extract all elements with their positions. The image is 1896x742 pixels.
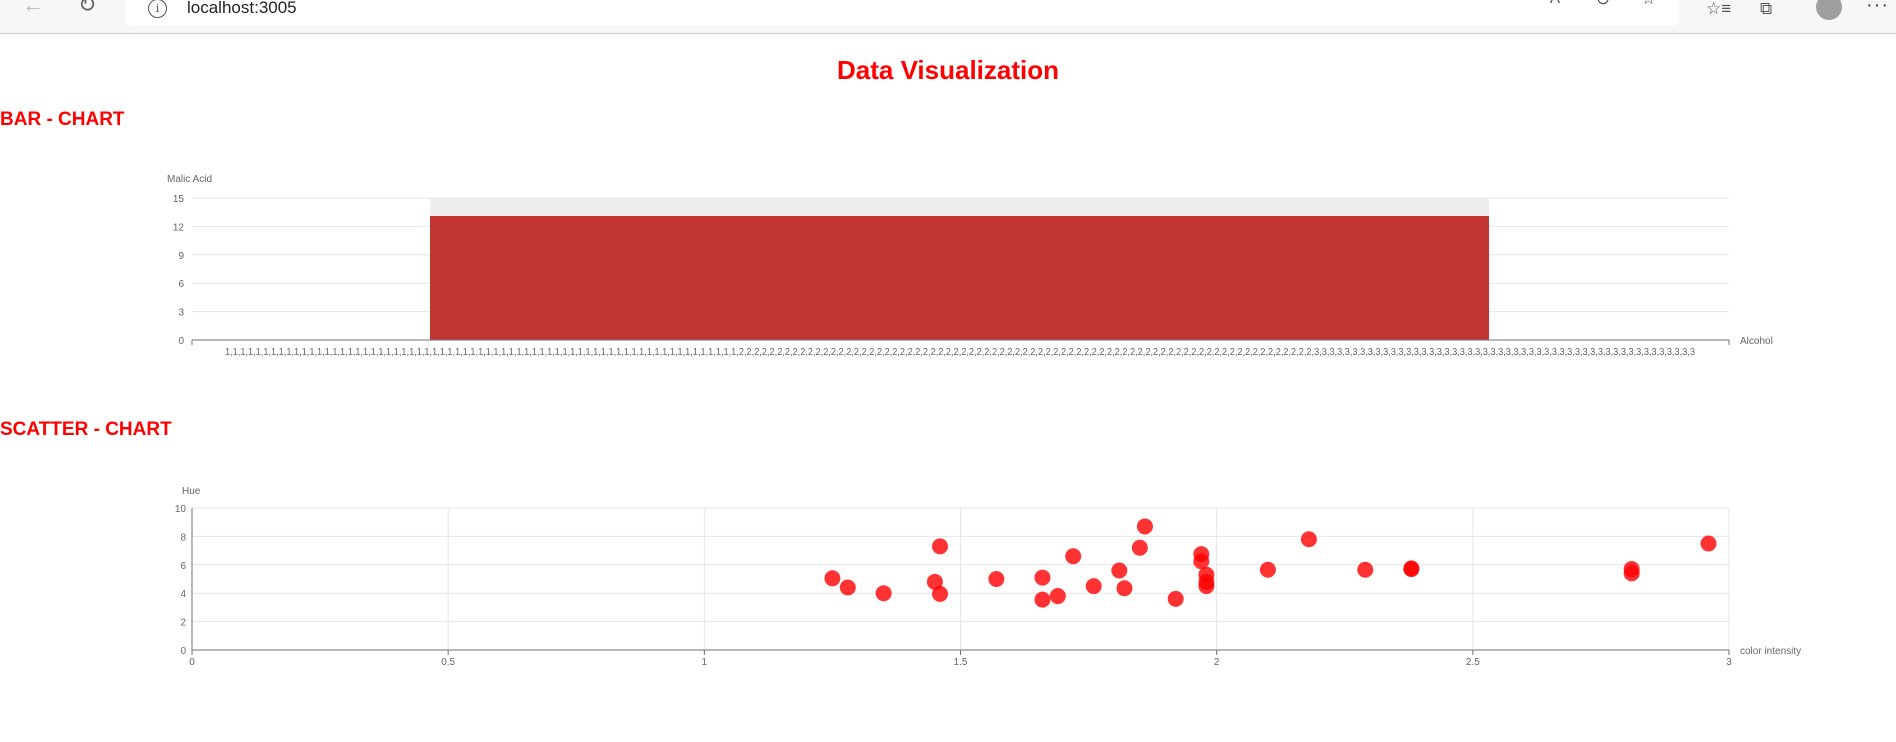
y-axis-label: Hue — [182, 486, 201, 497]
scatter-point — [932, 585, 949, 602]
url-text[interactable]: localhost:3005 — [187, 0, 297, 17]
scatter-point — [1357, 561, 1374, 578]
scatter-chart: 0 2 4 6 8 10 0 0.5 1 1.5 2 2.5 3 Hue color intensity — [175, 486, 1801, 668]
page-title: Data Visualization — [836, 55, 1060, 85]
scatter-point — [1700, 535, 1717, 552]
y-axis-label: Malic Acid — [167, 174, 212, 185]
scatter-point — [932, 538, 949, 555]
y-tick-label: 0 — [180, 646, 186, 657]
bar-chart: 0 3 6 9 12 15 1,1,1,1,1,1,1,1,1,1,1,1,1,1,1,1,… — [167, 174, 1773, 358]
scatter-point — [926, 573, 943, 590]
scatter-point — [1198, 578, 1215, 595]
x-axis-label: Alcohol — [1740, 336, 1773, 347]
x-tick-label: 2.5 — [1466, 657, 1480, 668]
favorite-add-icon[interactable]: ☆ — [1641, 0, 1656, 7]
scatter-point — [1403, 561, 1420, 578]
x-axis-label: color intensity — [1740, 646, 1801, 657]
scatter-point — [824, 570, 841, 587]
scatter-point — [1034, 569, 1051, 586]
y-tick-label: 2 — [180, 618, 186, 629]
y-tick-label: 0 — [178, 336, 184, 347]
scatter-point — [839, 579, 856, 596]
back-arrow-icon[interactable]: ← — [22, 0, 44, 17]
refresh-icon[interactable]: ↻ — [78, 0, 97, 17]
y-tick-label: 9 — [178, 251, 184, 262]
y-tick-label: 6 — [180, 561, 186, 572]
scatter-point — [1085, 578, 1102, 595]
scatter-point — [1623, 565, 1640, 582]
x-tick-label: 0 — [189, 657, 195, 668]
x-tick-label: 2 — [1214, 657, 1220, 668]
y-tick-label: 3 — [178, 308, 184, 319]
scatter-point — [1167, 590, 1184, 607]
scatter-point — [1131, 539, 1148, 556]
read-aloud-icon[interactable]: A” — [1550, 0, 1565, 7]
scatter-point — [875, 585, 892, 602]
y-tick-label: 8 — [180, 532, 186, 543]
scatter-point — [1259, 561, 1276, 578]
scatter-point — [1116, 580, 1133, 597]
profile-avatar[interactable] — [1816, 0, 1842, 20]
y-tick-label: 15 — [173, 194, 185, 205]
scatter-point — [1300, 531, 1317, 548]
scatter-point — [1111, 562, 1128, 579]
more-icon[interactable]: ··· — [1866, 0, 1889, 16]
scatter-point — [1193, 553, 1210, 570]
bar-2 — [430, 215, 1489, 340]
y-tick-label: 12 — [173, 222, 185, 233]
y-tick-label: 10 — [175, 504, 187, 515]
x-tick-label: 0.5 — [441, 657, 455, 668]
address-bar[interactable]: i localhost:3005 A” ⊖ ☆ — [125, 0, 1679, 26]
scatter-section-title: SCATTER - CHART — [0, 419, 172, 440]
y-tick-label: 6 — [178, 279, 184, 290]
browser-toolbar: ← ↻ i localhost:3005 A” ⊖ ☆ ☆≡ ⧉ ··· — [0, 0, 1896, 34]
info-icon[interactable]: i — [148, 0, 167, 18]
y-tick-label: 4 — [180, 589, 186, 600]
scatter-point — [1136, 518, 1153, 535]
x-tick-label: 1 — [702, 657, 708, 668]
x-tick-label: 1.5 — [954, 657, 968, 668]
collections-icon[interactable]: ⧉ — [1760, 0, 1773, 18]
scatter-point — [1065, 548, 1082, 565]
x-tick-labels: 1,1,1,1,1,1,1,1,1,1,1,1,1,1,1,1,1,1,1,1,… — [225, 347, 1695, 358]
zoom-out-icon[interactable]: ⊖ — [1596, 0, 1610, 7]
scatter-point — [1034, 591, 1051, 608]
bar-section-title: BAR - CHART — [0, 109, 125, 130]
scatter-point — [988, 571, 1005, 587]
favorites-icon[interactable]: ☆≡ — [1706, 0, 1732, 18]
x-tick-label: 3 — [1726, 657, 1732, 668]
scatter-point — [1049, 588, 1066, 605]
